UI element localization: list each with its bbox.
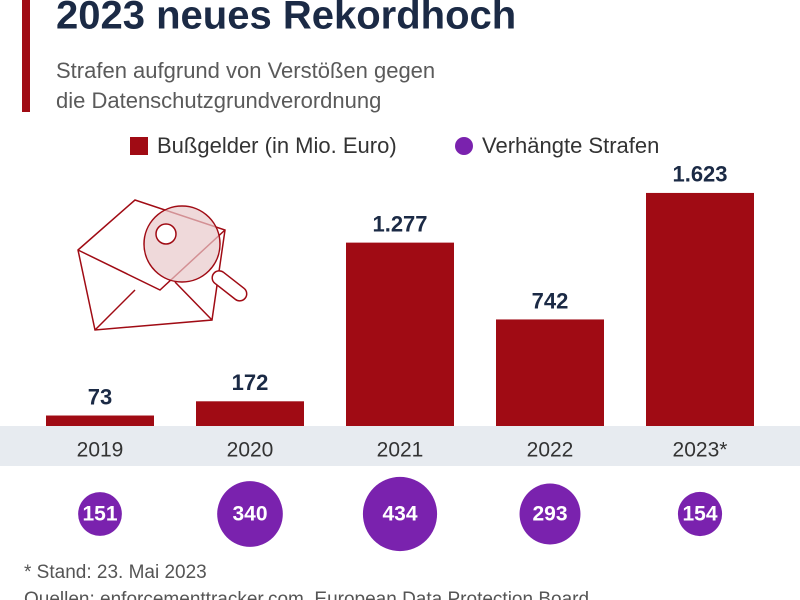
x-tick-label: 2022 — [527, 439, 574, 462]
bubble-label: 434 — [382, 503, 417, 526]
footnote: * Stand: 23. Mai 2023 — [24, 562, 207, 583]
bubble-label: 154 — [682, 503, 717, 526]
bubble-label: 340 — [232, 503, 267, 526]
subtitle: Strafen aufgrund von Verstößen gegen — [56, 58, 435, 83]
bubble-label: 293 — [532, 503, 567, 526]
bubble — [217, 481, 283, 547]
subtitle: die Datenschutzgrundverordnung — [56, 88, 381, 113]
chart-title: 2023 neues Rekordhoch — [56, 0, 516, 38]
bar — [646, 192, 754, 426]
legend-label: Verhängte Strafen — [482, 133, 659, 158]
value-label: 1.277 — [372, 211, 427, 236]
legend-swatch — [455, 137, 473, 155]
bubble — [362, 476, 438, 552]
bubble — [519, 483, 581, 545]
bubble — [78, 492, 122, 536]
legend-swatch — [130, 137, 148, 155]
legend-label: Bußgelder (in Mio. Euro) — [157, 133, 397, 158]
value-label: 742 — [532, 288, 569, 313]
x-tick-label: 2019 — [77, 439, 124, 462]
bubble-label: 151 — [82, 503, 117, 526]
category-band — [0, 426, 800, 466]
x-tick-label: 2023* — [673, 439, 728, 462]
bar — [196, 401, 304, 426]
accent-bar — [22, 0, 30, 112]
bar — [46, 415, 154, 426]
bar — [346, 242, 454, 426]
value-label: 172 — [232, 370, 269, 395]
x-tick-label: 2021 — [377, 439, 424, 462]
x-tick-label: 2020 — [227, 439, 274, 462]
bar — [496, 319, 604, 426]
value-label: 73 — [88, 384, 112, 409]
bubble — [677, 491, 723, 537]
value-label: 1.623 — [672, 162, 727, 187]
envelope-icon — [77, 199, 248, 331]
footnote: Quellen: enforcementtracker.com, Europea… — [24, 589, 589, 600]
